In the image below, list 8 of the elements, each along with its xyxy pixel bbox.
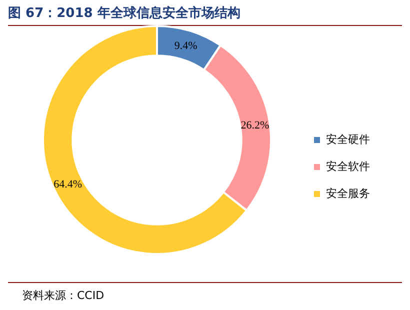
legend-label: 安全软件 [326,160,370,173]
data-label: 9.4% [174,40,198,52]
legend-label: 安全服务 [326,187,370,200]
text: 资料来源：CCID [22,288,104,303]
data-label: 26.2% [240,119,270,132]
legend-label: 安全硬件 [326,133,370,146]
chart-title: 图 67：2018 年全球信息安全市场结构 [8,4,402,26]
data-label: 64.4% [54,178,82,190]
